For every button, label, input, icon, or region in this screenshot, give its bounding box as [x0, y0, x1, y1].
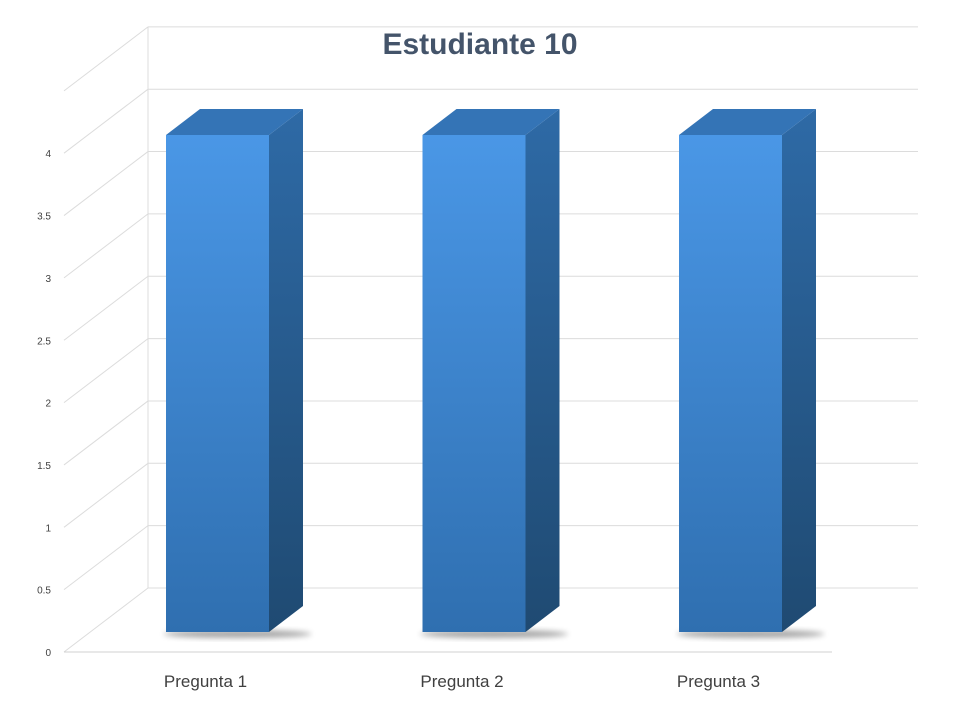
- x-tick-label: Pregunta 1: [164, 672, 247, 691]
- gridline-side: [63, 525, 149, 591]
- bar-front-face: [166, 135, 269, 632]
- chart-title: Estudiante 10: [382, 28, 578, 61]
- bar-side-face: [782, 109, 816, 632]
- bar-layer: [163, 109, 825, 638]
- y-tick-label: 0.5: [37, 586, 51, 597]
- gridline-side: [63, 88, 149, 154]
- bar-1: [163, 109, 312, 638]
- gridline-side: [63, 338, 149, 403]
- gridline-side: [63, 275, 149, 341]
- bar-top-face: [679, 109, 816, 135]
- gridline-side: [63, 400, 149, 466]
- y-tick-label: 4: [45, 149, 51, 160]
- bar-front-face: [679, 135, 782, 632]
- y-tick-label: 3.5: [37, 212, 51, 223]
- y-tick-label: 1.5: [37, 461, 51, 472]
- y-tick-label: 0: [45, 648, 51, 659]
- bar-3: [676, 109, 825, 638]
- gridline-side: [63, 587, 149, 653]
- bar-top-face: [422, 109, 560, 135]
- bar-side-face: [269, 109, 303, 632]
- x-tick-label: Pregunta 2: [420, 672, 503, 691]
- y-tick-label: 3: [45, 274, 51, 285]
- y-tick-label: 2.5: [37, 336, 51, 347]
- y-tick-label: 1: [45, 523, 51, 534]
- bar-top-face: [166, 109, 303, 135]
- y-tick-label: 2: [45, 399, 51, 410]
- bar-2: [420, 109, 568, 638]
- x-tick-label: Pregunta 3: [677, 672, 760, 691]
- label-layer: 0 0.5 1 1.5 2 2.5 3 3.5 4 Pregunta 1 Pregunta 2 Pre…: [37, 149, 760, 691]
- gridline-side: [63, 151, 149, 216]
- bar-side-face: [525, 109, 560, 632]
- gridline-side: [63, 26, 149, 92]
- bar-front-face: [422, 135, 526, 632]
- gridline-side: [63, 213, 149, 279]
- gridline-side: [63, 462, 149, 528]
